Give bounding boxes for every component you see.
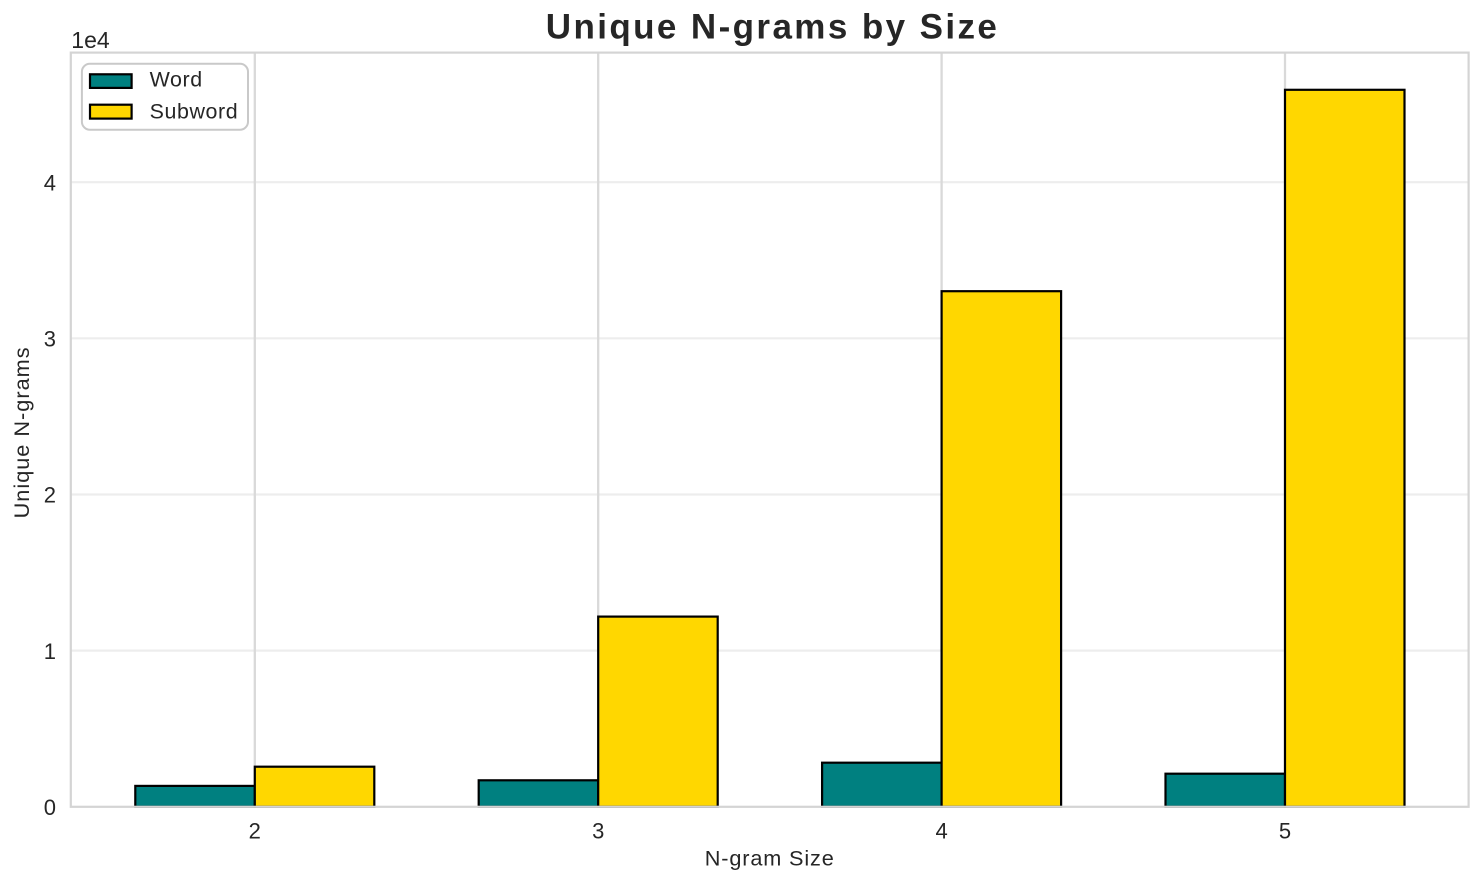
svg-text:0: 0: [44, 795, 56, 820]
svg-text:2: 2: [249, 818, 261, 843]
svg-text:Unique N-grams by Size: Unique N-grams by Size: [546, 8, 999, 47]
svg-text:Subword: Subword: [150, 99, 239, 123]
svg-text:Word: Word: [150, 68, 203, 92]
svg-text:N-gram Size: N-gram Size: [705, 845, 835, 870]
svg-text:3: 3: [44, 327, 56, 352]
svg-text:4: 4: [44, 170, 56, 195]
svg-text:3: 3: [592, 818, 604, 843]
svg-text:4: 4: [935, 818, 947, 843]
svg-text:5: 5: [1279, 818, 1291, 843]
svg-text:2: 2: [44, 483, 56, 508]
svg-text:Unique N-grams: Unique N-grams: [9, 346, 34, 518]
svg-text:1: 1: [44, 639, 56, 664]
svg-text:1e4: 1e4: [71, 27, 110, 53]
